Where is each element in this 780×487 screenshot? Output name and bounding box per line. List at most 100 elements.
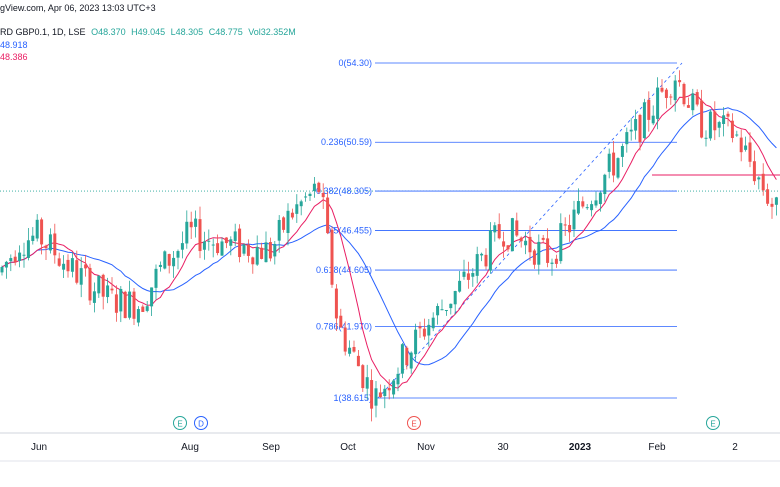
fib-level-label: 0(54.30) (338, 58, 372, 68)
candle-body (150, 287, 154, 307)
candle-body (748, 142, 752, 162)
candle-body (550, 262, 554, 264)
candle-body (18, 252, 22, 261)
fib-level-label: 0.5(46.455) (326, 226, 372, 236)
candle-body (84, 264, 88, 269)
candle-body (774, 197, 778, 205)
candle-body (546, 238, 550, 263)
low-value: L48.305 (170, 27, 204, 37)
candle-body (233, 231, 237, 241)
candle-body (735, 134, 739, 136)
candle-body (387, 387, 391, 391)
candle-body (647, 99, 651, 120)
x-tick-label: Jun (31, 442, 47, 453)
candle-body (603, 174, 607, 195)
candle-body (97, 275, 101, 294)
candle-body (378, 392, 382, 398)
event-marker-label: E (177, 420, 182, 429)
candle-body (202, 241, 206, 250)
candle-body (651, 115, 655, 124)
candle-body (308, 193, 312, 196)
candle-body (607, 153, 611, 172)
x-tick-label: Oct (340, 442, 356, 453)
fib-level-label: 0.236(50.59) (321, 137, 372, 147)
candle-body (752, 161, 756, 182)
candle-body (708, 111, 712, 139)
candle-body (678, 80, 682, 83)
candle-body (365, 377, 369, 389)
candle-body (374, 388, 378, 406)
candle-body (44, 245, 48, 249)
candle-body (515, 220, 519, 236)
candle-body (427, 324, 431, 336)
candle-body (392, 380, 396, 395)
candle-body (739, 137, 743, 153)
candle-body (642, 102, 646, 139)
candle-body (537, 241, 541, 265)
candle-body (339, 315, 343, 328)
candle-body (458, 280, 462, 292)
candle-body (101, 274, 105, 297)
fib-level-label: 0.382(48.305) (316, 186, 372, 196)
candle-body (35, 219, 39, 239)
candle-body (348, 347, 352, 354)
candle-body (722, 115, 726, 125)
candle-body (673, 80, 677, 101)
candle-body (180, 243, 184, 250)
candle-body (682, 83, 686, 105)
candle-body (581, 201, 585, 207)
candle-body (189, 221, 193, 228)
candle-body (449, 303, 453, 309)
candle-body (700, 100, 704, 138)
candle-body (163, 251, 167, 269)
candle-body (304, 196, 308, 198)
candle-body (559, 223, 563, 262)
candle-body (343, 327, 347, 352)
candle-body (466, 273, 470, 280)
candle-body (123, 291, 127, 319)
candle-body (88, 267, 92, 301)
candle-body (246, 244, 250, 256)
candle-body (471, 273, 475, 277)
candle-body (730, 120, 734, 139)
open-value: O48.370 (91, 27, 126, 37)
candle-body (62, 263, 66, 270)
candle-body (563, 224, 567, 226)
candle-body (594, 200, 598, 206)
candle-body (92, 291, 96, 303)
candle-body (66, 259, 70, 272)
candle-body (664, 89, 668, 98)
candle-body (400, 344, 404, 374)
candle-body (141, 306, 145, 312)
candle-body (554, 258, 558, 264)
candle-body (484, 254, 488, 267)
candle-body (251, 257, 255, 265)
candle-body (57, 258, 61, 266)
candle-body (356, 355, 360, 367)
candle-body (31, 235, 35, 241)
ma-blue-value: 48.918 (0, 40, 28, 50)
event-marker-label: D (198, 420, 204, 429)
candle-body (717, 122, 721, 128)
candle-body (510, 218, 514, 252)
candle-body (616, 158, 620, 178)
candle-body (713, 111, 717, 131)
candle-body (629, 129, 633, 132)
candle-body (176, 251, 180, 258)
candle-body (572, 209, 576, 230)
candle-body (744, 145, 748, 150)
fib-level-label: 1(38.615) (333, 393, 372, 403)
candle-body (0, 267, 4, 273)
candle-body (330, 229, 334, 285)
candle-body (70, 258, 74, 272)
candle-body (282, 217, 286, 230)
candle-body (238, 228, 242, 258)
candle-body (440, 309, 444, 311)
candle-body (418, 326, 422, 329)
candle-body (620, 146, 624, 157)
candle-body (229, 239, 233, 246)
candle-body (185, 221, 189, 244)
candle-body (704, 137, 708, 139)
candle-body (286, 210, 290, 234)
